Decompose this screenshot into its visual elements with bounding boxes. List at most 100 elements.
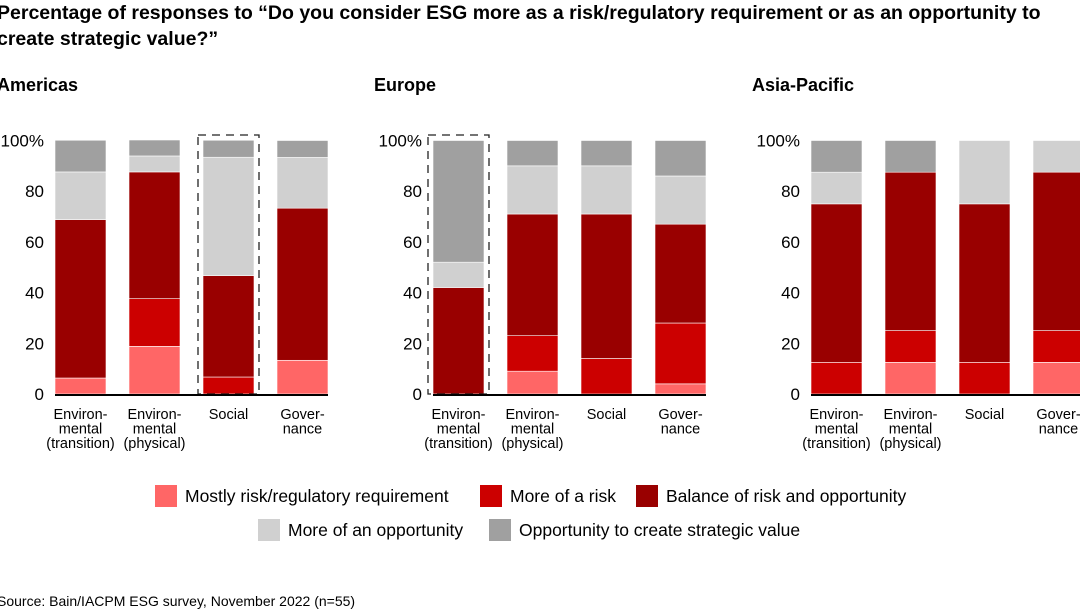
bar-segment: [958, 203, 1011, 363]
bar-segment: [958, 140, 1011, 205]
legend-item-more-risk: More of a risk: [480, 485, 616, 507]
legend-label: Opportunity to create strategic value: [519, 519, 801, 540]
x-tick-label: nance: [1039, 422, 1079, 438]
bar-segment: [54, 171, 107, 220]
bar-segment: [654, 322, 707, 385]
x-tick-label: Environ-: [54, 407, 108, 423]
region-title-americas: Americas: [0, 75, 79, 95]
x-tick-label: Gover-: [658, 407, 702, 423]
legend-label: More of an opportunity: [288, 519, 464, 540]
bar-segment: [202, 376, 255, 395]
bar-segment: [810, 171, 863, 205]
y-tick-label: 40: [781, 284, 800, 303]
y-tick-label: 20: [25, 334, 44, 353]
bar-segment: [654, 140, 707, 177]
y-tick-label: 60: [403, 233, 422, 252]
legend-item-mostly-risk: Mostly risk/regulatory requirement: [155, 485, 449, 507]
bar-segment: [276, 157, 329, 209]
y-tick-label: 80: [25, 182, 44, 201]
bar-segment: [1032, 171, 1080, 331]
y-tick-label: 60: [781, 233, 800, 252]
x-tick-label: (transition): [424, 436, 493, 452]
legend-item-strategic-value: Opportunity to create strategic value: [489, 519, 800, 541]
x-tick-label: nance: [661, 422, 701, 438]
bar-segment: [128, 346, 181, 395]
bar-segment: [128, 139, 181, 157]
x-tick-label: mental: [437, 422, 481, 438]
y-tick-label: 20: [781, 334, 800, 353]
bar-segment: [1032, 330, 1080, 363]
bar-segment: [276, 207, 329, 361]
bar-segment: [654, 175, 707, 225]
region-title-europe: Europe: [374, 75, 437, 95]
x-tick-label: Environ-: [506, 407, 560, 423]
bar-segment: [580, 213, 633, 359]
x-tick-label: nance: [283, 422, 323, 438]
bar-segment: [276, 140, 329, 158]
bar-segment: [128, 171, 181, 299]
x-tick-label: (transition): [802, 436, 871, 452]
bar-segment: [506, 370, 559, 395]
x-tick-label: Gover-: [280, 407, 324, 423]
bar-segment: [202, 139, 255, 158]
bar-segment: [506, 335, 559, 372]
y-tick-label: 0: [413, 385, 422, 404]
bar-segment: [432, 287, 485, 395]
bar-segment: [506, 213, 559, 336]
bar-segment: [884, 330, 937, 363]
bar-segment: [884, 140, 937, 173]
bar-segment: [1032, 140, 1080, 173]
legend-label: Mostly risk/regulatory requirement: [185, 485, 449, 506]
legend-label: Balance of risk and opportunity: [666, 485, 907, 506]
x-tick-label: mental: [59, 422, 103, 438]
bar-segment: [506, 140, 559, 167]
legend-swatch: [489, 519, 511, 541]
legend-item-balance: Balance of risk and opportunity: [636, 485, 906, 507]
legend-swatch: [636, 485, 658, 507]
x-tick-label: mental: [511, 422, 555, 438]
y-tick-label: 0: [35, 385, 44, 404]
bar-segment: [580, 140, 633, 167]
bar-segment: [54, 377, 107, 395]
bar-segment: [276, 359, 329, 395]
bar-segment: [654, 223, 707, 324]
legend-label: More of a risk: [510, 485, 616, 506]
y-tick-label: 0: [791, 385, 800, 404]
x-tick-label: (physical): [123, 436, 185, 452]
bar-segment: [128, 155, 181, 173]
region-title-asia-pacific: Asia-Pacific: [752, 75, 855, 95]
y-tick-label: 80: [781, 182, 800, 201]
x-tick-label: Social: [209, 407, 249, 423]
bar-segment: [884, 171, 937, 331]
bar-segment: [432, 140, 485, 263]
bar-segment: [958, 362, 1011, 395]
bar-segment: [580, 165, 633, 215]
y-tick-label: 40: [25, 284, 44, 303]
bar-segment: [810, 203, 863, 363]
y-tick-label: 40: [403, 284, 422, 303]
bar-segment: [432, 261, 485, 288]
bar-segment: [128, 298, 181, 347]
x-tick-label: Environ-: [128, 407, 182, 423]
x-tick-label: Environ-: [432, 407, 486, 423]
chart-title: Percentage of responses to “Do you consi…: [0, 2, 1041, 50]
y-tick-label: 100%: [757, 132, 800, 151]
x-tick-label: mental: [815, 422, 859, 438]
bar-segment: [54, 219, 107, 379]
bar-segment: [654, 383, 707, 395]
y-tick-label: 100%: [1, 132, 44, 151]
bar-segment: [202, 275, 255, 378]
x-tick-label: Social: [587, 407, 627, 423]
bar-segment: [202, 156, 255, 276]
legend-item-more-opportunity: More of an opportunity: [258, 519, 463, 541]
y-tick-label: 100%: [379, 132, 422, 151]
legend-swatch: [480, 485, 502, 507]
x-tick-label: (transition): [46, 436, 115, 452]
y-tick-label: 80: [403, 182, 422, 201]
bar-segment: [884, 362, 937, 395]
bar-segment: [580, 358, 633, 395]
x-tick-label: Gover-: [1036, 407, 1080, 423]
source-note: Source: Bain/IACPM ESG survey, November …: [0, 593, 356, 609]
x-tick-label: mental: [133, 422, 177, 438]
